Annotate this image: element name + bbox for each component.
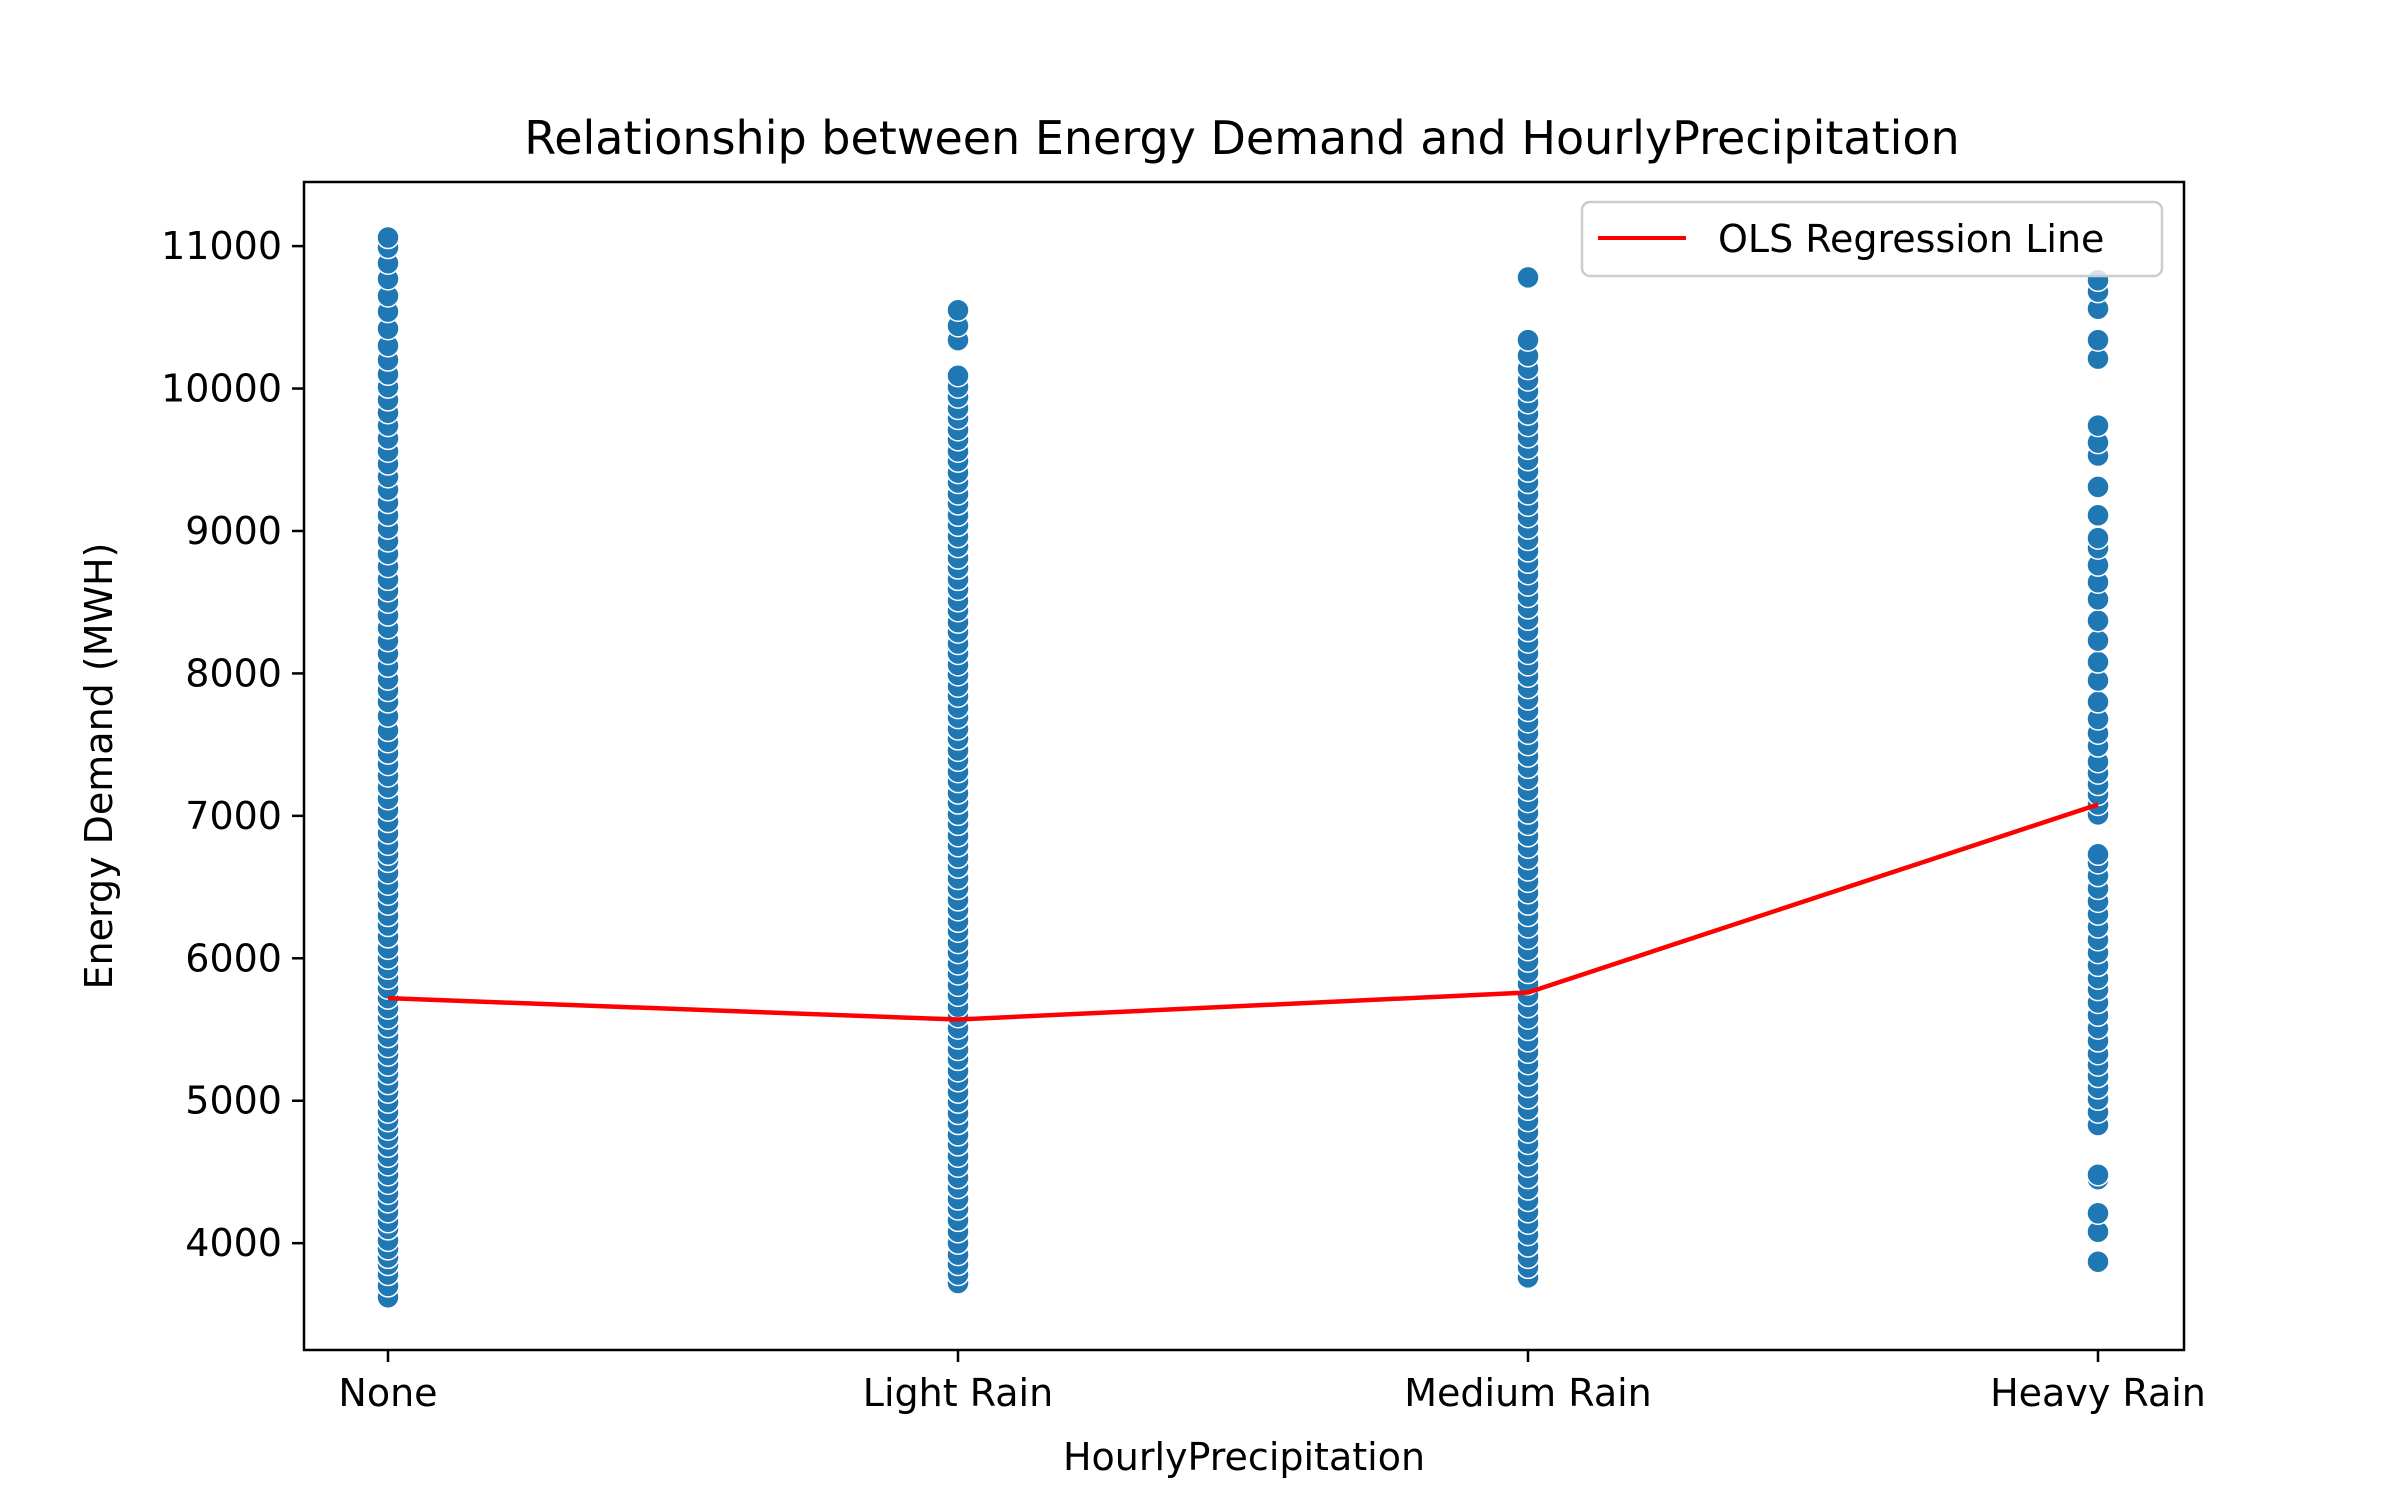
ols-regression-line [387, 802, 2099, 1022]
x-axis: None Light Rain Medium Rain Heavy Rain [338, 1350, 2206, 1415]
point-heavy-rain [2086, 650, 2110, 674]
point-heavy-rain [2086, 328, 2110, 352]
point-light-rain [946, 363, 970, 388]
point-heavy-rain [2086, 842, 2110, 867]
x-tick-label-heavy-rain: Heavy Rain [1990, 1371, 2206, 1415]
x-axis-label: HourlyPrecipitation [1063, 1435, 1425, 1479]
y-tick-label-6000: 6000 [185, 936, 282, 980]
point-heavy-rain [2086, 503, 2110, 528]
legend: OLS Regression Line [1580, 200, 2164, 278]
y-axis: 4000 5000 6000 7000 8000 9000 10000 11000 [161, 224, 304, 1265]
regression-line-layer [387, 802, 2099, 1022]
y-tick-label-9000: 9000 [185, 509, 282, 553]
point-heavy-rain [2086, 413, 2110, 438]
y-tick-label-11000: 11000 [161, 224, 282, 268]
x-tick-label-light-rain: Light Rain [863, 1371, 1053, 1415]
y-tick-label-4000: 4000 [185, 1221, 282, 1265]
y-tick-label-8000: 8000 [185, 651, 282, 695]
y-axis-label: Energy Demand (MWH) [77, 543, 121, 990]
point-heavy-rain [2086, 690, 2110, 714]
y-tick-label-10000: 10000 [161, 367, 282, 411]
point-heavy-rain [2086, 1201, 2110, 1226]
point-none [376, 225, 400, 250]
legend-label-ols-regression-line: OLS Regression Line [1718, 217, 2104, 261]
chart-title: Relationship between Energy Demand and H… [524, 111, 1959, 165]
point-light-rain [946, 298, 970, 322]
y-tick-label-7000: 7000 [185, 794, 282, 838]
plot-area-frame [302, 180, 2186, 1352]
points-layer [376, 225, 2110, 1310]
y-tick-label-5000: 5000 [185, 1079, 282, 1123]
point-heavy-rain [2086, 475, 2110, 499]
point-heavy-rain [2086, 628, 2110, 653]
x-tick-label-medium-rain: Medium Rain [1404, 1371, 1652, 1415]
point-medium-rain [1516, 328, 1540, 352]
point-heavy-rain [2086, 1249, 2110, 1274]
point-heavy-rain [2086, 608, 2110, 633]
point-medium-rain [1516, 265, 1540, 290]
legend-box [1580, 200, 2164, 278]
x-tick-label-none: None [338, 1371, 437, 1415]
point-heavy-rain [2086, 526, 2110, 550]
point-heavy-rain [2086, 1163, 2110, 1187]
